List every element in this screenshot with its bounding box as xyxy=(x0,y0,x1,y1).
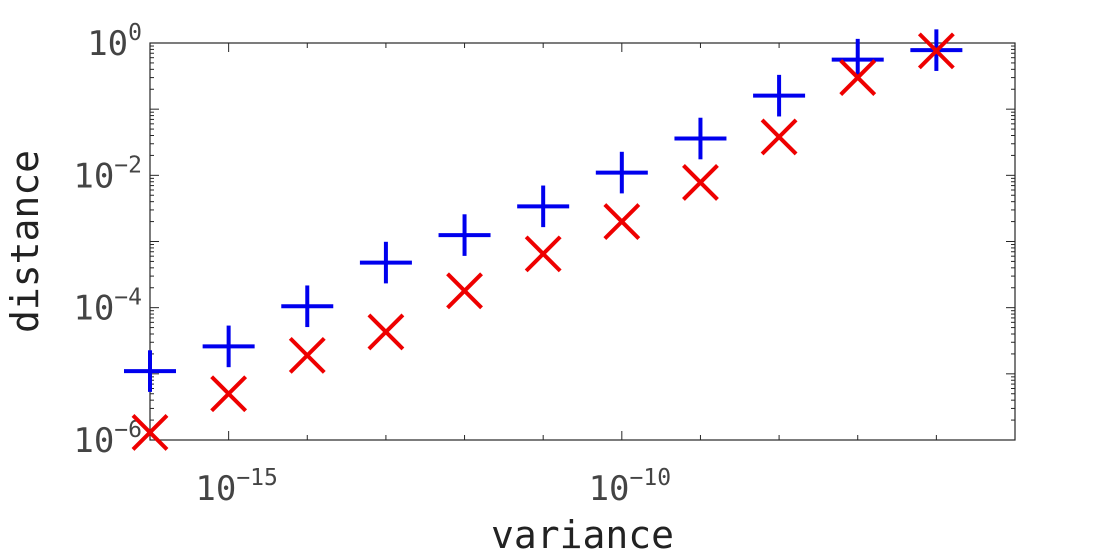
plus-marker xyxy=(595,151,648,194)
plus-marker xyxy=(831,38,884,81)
plus-marker xyxy=(202,325,255,368)
x-marker xyxy=(603,203,641,240)
x-marker xyxy=(210,375,248,413)
x-tick-label: 10−15 xyxy=(195,465,277,509)
plus-marker xyxy=(359,241,412,284)
x-marker xyxy=(446,272,483,310)
x-tick-label: 10−10 xyxy=(589,465,672,509)
y-axis-label: distance xyxy=(3,150,47,333)
x-marker xyxy=(367,313,405,351)
plus-marker xyxy=(281,285,334,328)
x-axis-label: variance xyxy=(491,513,674,557)
y-tick-label: 10−6 xyxy=(73,417,142,461)
plus-marker xyxy=(674,117,727,160)
y-tick-label: 10−4 xyxy=(73,285,142,329)
x-marker xyxy=(917,32,955,70)
x-marker xyxy=(288,336,326,374)
x-marker xyxy=(682,164,719,201)
plot-frame xyxy=(149,42,1016,441)
y-tick-label: 10−2 xyxy=(73,152,142,196)
x-marker xyxy=(131,414,169,451)
plus-marker xyxy=(753,74,806,117)
y-tick-label: 100 xyxy=(87,20,142,64)
plus-marker xyxy=(438,214,491,256)
plus-marker xyxy=(517,185,570,228)
x-marker xyxy=(839,59,877,97)
plus-marker xyxy=(124,350,176,392)
x-marker xyxy=(760,118,798,156)
x-marker xyxy=(524,235,562,273)
